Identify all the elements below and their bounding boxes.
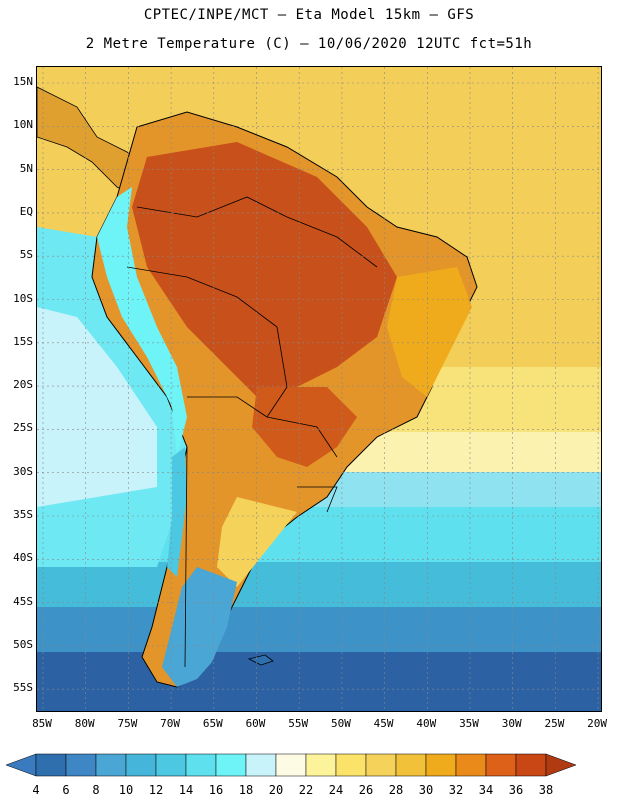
colorbar-tick-label: 26	[358, 783, 374, 797]
border-guianas	[286, 216, 378, 268]
colorbar-segment	[305, 753, 337, 777]
latitude-label: 30S	[13, 464, 33, 478]
colorbar-tick-label: 18	[238, 783, 254, 797]
latitude-label: 20S	[13, 378, 33, 392]
colorbar-tick-label: 22	[298, 783, 314, 797]
colorbar-tick-label: 34	[478, 783, 494, 797]
pacific-mild-zone	[37, 307, 157, 507]
colorbar-tick-label: 36	[508, 783, 524, 797]
longitude-label: 60W	[245, 717, 266, 730]
latitude-label: 5S	[19, 248, 33, 262]
border-uruguay	[297, 486, 338, 513]
amazon-hot-region	[132, 142, 397, 397]
colorbar-tick-label: 32	[448, 783, 464, 797]
colorbar-tick-label: 30	[418, 783, 434, 797]
colorbar-tick-label: 10	[118, 783, 134, 797]
longitude-label: 25W	[544, 717, 565, 730]
colorbar-tick-label: 12	[148, 783, 164, 797]
colorbar-segment	[395, 753, 427, 777]
colorbar-tick-label: 20	[268, 783, 284, 797]
ocean-band-polar	[37, 652, 601, 711]
longitude-label: 50W	[330, 717, 351, 730]
graticule	[37, 67, 601, 711]
colorbar-tick-label: 28	[388, 783, 404, 797]
longitude-label: 35W	[459, 717, 479, 730]
colorbar-segment	[65, 753, 97, 777]
map-subtitle: 2 Metre Temperature (C) – 10/06/2020 12U…	[85, 36, 533, 52]
latitude-label: 50S	[13, 637, 33, 651]
border-chile-argentina	[184, 446, 188, 668]
colorbar-segment	[335, 753, 367, 777]
pampas-region	[217, 497, 297, 587]
latitude-label: 40S	[13, 551, 33, 565]
colorbar-segment	[215, 753, 247, 777]
longitude-label: 80W	[74, 717, 95, 730]
border-bolivia	[266, 326, 288, 418]
border-peru-brazil	[126, 266, 278, 328]
latitude-label: 15N	[13, 75, 33, 88]
longitude-label: 40W	[416, 717, 437, 730]
colorbar-tick-label: 14	[178, 783, 194, 797]
colorbar-tick-label: 16	[208, 783, 224, 797]
colorbar-segment	[275, 753, 307, 777]
patagonia-region	[162, 567, 237, 687]
longitude-label: 85W	[32, 717, 52, 730]
southern-andes	[167, 447, 187, 577]
latitude-label: 5N	[19, 161, 33, 175]
latitude-label: 35S	[13, 508, 33, 521]
colorbar-segment	[185, 753, 217, 777]
latitude-label: 25S	[13, 421, 33, 435]
colorbar-segment	[245, 753, 277, 777]
longitude-label: 20W	[587, 717, 608, 730]
map-title: CPTEC/INPE/MCT – Eta Model 15km – GFS	[143, 7, 475, 23]
longitude-label: 45W	[373, 717, 394, 730]
colorbar-segment	[155, 753, 187, 777]
colorbar-tick-label: 8	[92, 783, 100, 797]
longitude-label: 30W	[501, 717, 522, 730]
colorbar-tick-label: 24	[328, 783, 344, 797]
colorbar-tick-label: 38	[538, 783, 554, 797]
ocean-band-colder	[37, 607, 601, 657]
latitude-label: 15S	[13, 334, 33, 348]
border-north	[136, 196, 288, 218]
colorbar-segment	[455, 753, 487, 777]
latitude-label: 10S	[13, 291, 33, 305]
colorbar-low-arrow	[6, 753, 37, 777]
longitude-label: 75W	[117, 717, 138, 730]
latitude-label: EQ	[19, 204, 33, 218]
latitude-label: 10N	[13, 118, 33, 132]
colorbar	[6, 753, 577, 777]
colorbar-segment	[95, 753, 127, 777]
longitude-label: 55W	[288, 717, 309, 730]
longitude-label: 65W	[202, 717, 223, 730]
border-chile-bolivia	[187, 396, 268, 418]
ocean-band-cold	[37, 562, 601, 612]
colorbar-tick-label: 6	[62, 783, 70, 797]
country-borders	[126, 196, 378, 668]
colorbar-high-arrow	[545, 753, 577, 777]
longitude-label: 70W	[160, 717, 181, 730]
latitude-label: 45S	[13, 594, 33, 608]
colorbar-segment	[365, 753, 397, 777]
latitude-label: 55S	[13, 681, 33, 695]
border-paraguay	[266, 416, 338, 458]
colorbar-segment	[515, 753, 547, 777]
colorbar-segment	[35, 753, 67, 777]
colorbar-segment	[425, 753, 457, 777]
andes-mountains	[97, 187, 187, 457]
colorbar-tick-label: 4	[32, 783, 40, 797]
map-canvas	[37, 67, 601, 711]
colorbar-segment	[125, 753, 157, 777]
falkland-islands	[247, 654, 274, 666]
colorbar-segment	[485, 753, 517, 777]
temperature-map	[36, 66, 602, 712]
